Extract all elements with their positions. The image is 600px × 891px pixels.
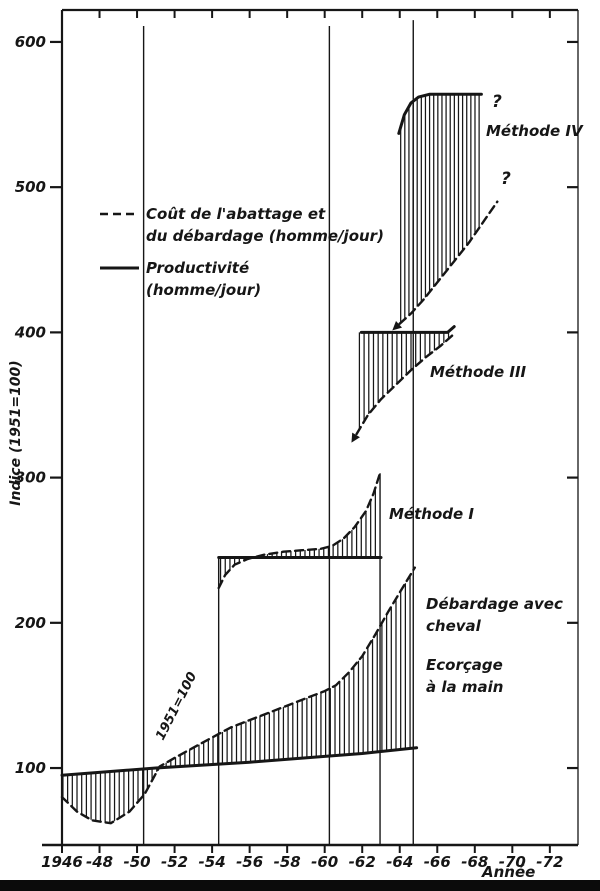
x-tick-label: -72 xyxy=(536,853,563,871)
y-axis-title: Indice (1951=100) xyxy=(8,360,24,505)
x-tick-label: -70 xyxy=(499,853,526,871)
hatch-method3 xyxy=(358,331,450,430)
dashed-arrowhead xyxy=(351,432,360,443)
x-tick-label: -60 xyxy=(311,853,338,871)
x-tick-label: -48 xyxy=(86,853,113,871)
x-tick-label: -68 xyxy=(461,853,488,871)
x-tick-label: -64 xyxy=(386,853,413,871)
page-bottom-bar xyxy=(0,880,600,891)
x-tick-label: 1946 xyxy=(41,853,83,871)
label-ecorcage-2: à la main xyxy=(426,678,503,696)
x-tick-label: -50 xyxy=(123,853,150,871)
x-tick-label: -66 xyxy=(424,853,451,871)
chart-root: 1946 -48 -50 -52 -54 -56 -58 -60 -62 -64 -66 -68 -70… xyxy=(0,8,600,891)
series-cost-future xyxy=(398,200,499,325)
x-tick-label: -56 xyxy=(236,853,263,871)
legend-text: du débardage (homme/jour) xyxy=(146,227,384,245)
label-debardage-2: cheval xyxy=(426,617,482,635)
x-axis-title: Année xyxy=(481,863,535,881)
question-mark-top: ? xyxy=(492,92,502,112)
legend-text: (homme/jour) xyxy=(146,281,261,299)
y-tick-label: 600 xyxy=(15,33,46,51)
y-tick-label: 100 xyxy=(15,759,46,777)
label-methode-1: Méthode I xyxy=(389,505,474,523)
question-mark-mid: ? xyxy=(501,169,511,189)
dashed-arrowhead xyxy=(392,320,403,331)
legend-text: Coût de l'abattage et xyxy=(146,205,326,223)
y-tick-label: 300 xyxy=(15,469,46,487)
x-tick-label: -54 xyxy=(199,853,226,871)
series-cost-main xyxy=(60,566,416,825)
series-method3-productivity xyxy=(359,325,456,334)
legend-text: Productivité xyxy=(146,259,249,277)
label-debardage-1: Débardage avec xyxy=(426,595,563,613)
label-methode-4: Méthode IV xyxy=(486,122,584,140)
series-method4-productivity xyxy=(397,92,483,135)
series-method1-cost xyxy=(217,472,382,590)
label-1951-100: 1951=100 xyxy=(153,670,200,743)
label-ecorcage-1: Ecorçage xyxy=(426,656,503,674)
x-tick-label: -52 xyxy=(161,853,188,871)
series-productivity-main xyxy=(60,746,419,777)
legend xyxy=(100,212,139,270)
series-method3-cost xyxy=(355,332,456,436)
y-tick-label: 200 xyxy=(15,614,46,632)
hatch-method4 xyxy=(400,94,480,323)
hatch-main xyxy=(62,575,411,824)
x-tick-label: -62 xyxy=(349,853,376,871)
y-tick-label: 400 xyxy=(14,323,46,341)
hatch-method1 xyxy=(219,487,376,585)
x-tick-label: -58 xyxy=(274,853,301,871)
y-tick-label: 500 xyxy=(15,178,46,196)
label-methode-3: Méthode III xyxy=(430,363,527,381)
